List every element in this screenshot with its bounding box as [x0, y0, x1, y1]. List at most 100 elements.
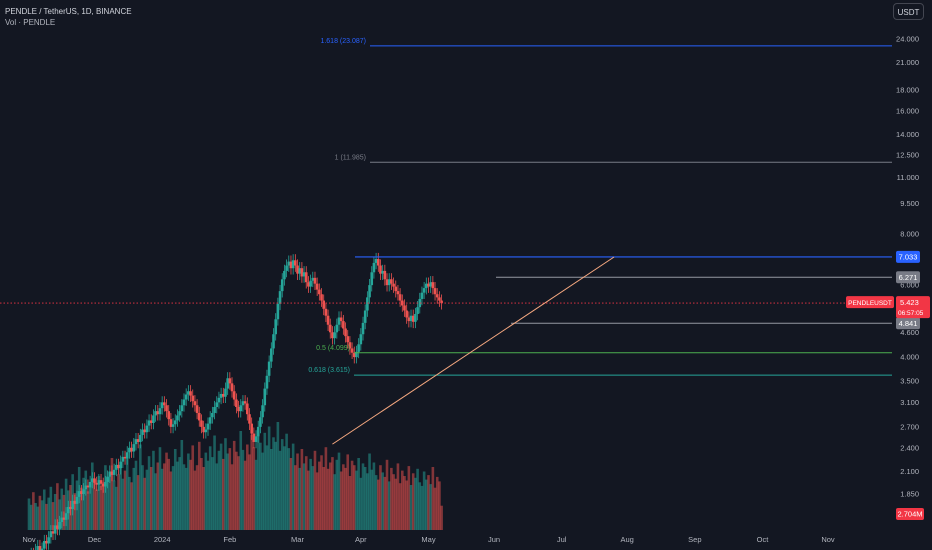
candle	[315, 283, 319, 290]
volume-bar	[427, 475, 430, 530]
candle	[285, 265, 288, 271]
volume-bar	[134, 460, 138, 530]
currency-unit-button[interactable]: USDT	[893, 3, 924, 20]
volume-bar	[235, 451, 238, 530]
candle	[276, 303, 280, 320]
candle	[95, 482, 98, 485]
volume-bar	[173, 449, 177, 530]
volume-bar	[47, 497, 50, 530]
candle	[403, 305, 406, 311]
volume-bar	[352, 465, 356, 530]
candle	[97, 480, 101, 485]
candle	[143, 429, 147, 433]
price-tick-label: 11.000	[897, 173, 919, 182]
candle	[158, 408, 162, 415]
candle	[270, 348, 273, 362]
candle	[115, 464, 118, 470]
volume-bar	[56, 483, 59, 530]
volume-bar	[311, 466, 315, 530]
candle	[128, 447, 131, 453]
candle	[235, 399, 238, 407]
candle	[302, 272, 306, 277]
volume-bar	[180, 440, 184, 530]
volume-bar	[276, 422, 280, 530]
candle	[374, 259, 378, 263]
candle	[357, 344, 360, 352]
candle	[344, 328, 347, 337]
volume-bar	[328, 462, 332, 530]
volume-bar	[58, 499, 61, 530]
candle	[309, 280, 312, 287]
volume-bar	[195, 465, 199, 530]
volume-bar	[228, 448, 232, 530]
volume-bar	[350, 460, 354, 530]
volume-bar	[217, 450, 221, 530]
volume-bar	[38, 495, 42, 530]
volume-bar	[331, 457, 334, 530]
price-tick-label: 4.000	[900, 353, 919, 362]
volume-indicator-title[interactable]: Vol · PENDLE	[5, 18, 56, 27]
candle	[307, 282, 310, 287]
volume-bar	[110, 458, 114, 530]
volume-bar	[278, 450, 282, 530]
candle	[200, 420, 203, 427]
candle	[58, 522, 61, 529]
candle	[38, 546, 42, 550]
candle	[112, 469, 116, 475]
candle	[202, 426, 205, 433]
candle	[204, 429, 208, 433]
volume-bar	[91, 462, 94, 530]
candle	[93, 478, 96, 483]
volume-bar	[149, 467, 153, 530]
volume-bar	[339, 471, 343, 530]
candle	[350, 348, 354, 353]
volume-bar	[49, 486, 53, 530]
volume-bar	[261, 452, 264, 530]
volume-bar	[219, 443, 223, 530]
symbol-title[interactable]: PENDLE / TetherUS, 1D, BINANCE	[5, 7, 132, 16]
candle	[359, 334, 363, 345]
volume-bar	[396, 463, 400, 530]
volume-bar	[230, 464, 234, 530]
candle	[438, 297, 441, 301]
volume-bar	[215, 463, 219, 530]
volume-bar	[366, 473, 369, 530]
volume-bar	[283, 446, 286, 530]
candle	[104, 481, 107, 487]
volume-bar	[45, 503, 48, 530]
candle	[376, 259, 380, 266]
ascending-trendline[interactable]	[332, 256, 615, 445]
candle	[110, 471, 114, 475]
volume-bar	[204, 452, 208, 530]
symbol-tag-label: PENDLEUSDT	[848, 300, 892, 307]
candle	[211, 412, 214, 418]
candle	[267, 361, 271, 376]
volume-bar	[206, 460, 210, 530]
candle	[42, 540, 46, 549]
candle	[152, 415, 155, 423]
candle	[36, 546, 40, 550]
candle	[256, 426, 260, 437]
candle	[62, 517, 66, 520]
volume-bar	[187, 453, 190, 530]
volume-bar	[390, 467, 393, 530]
candle	[265, 375, 269, 389]
volume-bar	[95, 489, 98, 530]
volume-bar	[344, 467, 347, 530]
volume-bar	[243, 460, 247, 530]
volume-bar	[403, 476, 406, 530]
volume-bar	[420, 485, 424, 530]
candle	[407, 317, 411, 322]
volume-bar	[121, 478, 125, 530]
volume-bar	[263, 432, 267, 530]
candle	[352, 352, 356, 358]
candle	[379, 265, 382, 274]
candle	[409, 315, 413, 322]
candle	[184, 394, 188, 400]
candle	[69, 506, 72, 510]
candle	[259, 417, 262, 427]
candle	[206, 423, 210, 430]
volume-bar	[392, 474, 395, 530]
volume-bar	[272, 437, 275, 530]
